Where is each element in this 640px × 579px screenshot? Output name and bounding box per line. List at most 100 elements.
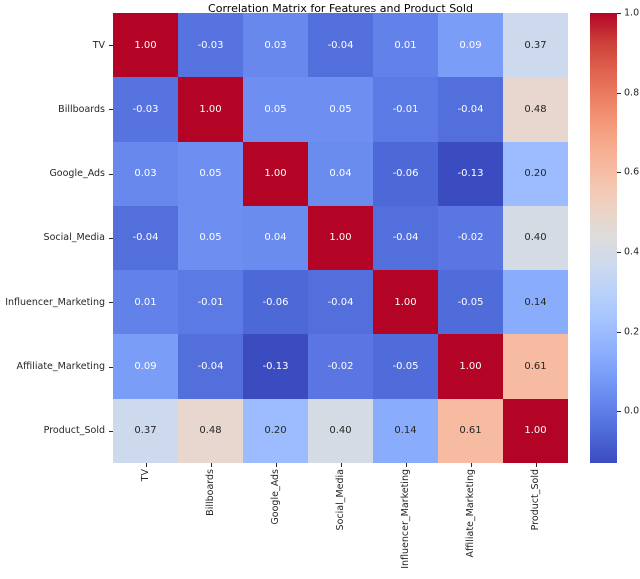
x-tick-mark [340, 463, 342, 467]
y-axis-label: Affiliate_Marketing [16, 361, 105, 373]
colorbar-tick-mark [617, 92, 621, 94]
x-axis-label: Influencer_Marketing [400, 469, 411, 569]
heatmap-cell: -0.04 [438, 77, 503, 142]
heatmap-cell: 0.20 [243, 398, 308, 463]
heatmap-cell: 0.40 [308, 398, 373, 463]
heatmap-cell: -0.05 [438, 270, 503, 335]
heatmap-cell: -0.04 [178, 334, 243, 399]
heatmap-cell: 1.00 [373, 270, 438, 335]
heatmap-cell: 0.40 [503, 205, 568, 271]
y-axis-label: Influencer_Marketing [5, 296, 105, 308]
heatmap-cell: -0.06 [243, 270, 308, 335]
x-axis-labels: TV Billboards Google_Ads Social_Media Influe… [113, 469, 568, 569]
colorbar-tick-mark [617, 13, 621, 14]
heatmap-cell: 0.05 [178, 141, 243, 206]
x-axis-label: Affiliate_Marketing [465, 469, 476, 558]
colorbar-gradient [590, 13, 617, 463]
heatmap-cell: 0.01 [373, 13, 438, 78]
x-tick-mark [275, 463, 277, 467]
heatmap-cell: -0.04 [373, 205, 438, 271]
heatmap-cell: 0.14 [503, 270, 568, 335]
heatmap-cell: 0.14 [373, 398, 438, 463]
heatmap-cell: 1.00 [308, 205, 373, 271]
heatmap-cell: 0.48 [503, 77, 568, 142]
y-axis-label: Social_Media [43, 232, 105, 244]
y-axis-label: Google_Ads [49, 168, 105, 180]
heatmap-cell: 0.03 [113, 141, 178, 206]
heatmap-grid: 1.00 -0.03 0.03 -0.04 0.01 0.09 0.37 -0.03 1.00 0… [113, 13, 568, 463]
heatmap-cell: -0.03 [178, 13, 243, 78]
y-tick-mark [109, 238, 113, 239]
colorbar-tick-label: 0.0 [624, 405, 640, 417]
y-axis-label: TV [92, 39, 105, 51]
heatmap-cell: 1.00 [438, 334, 503, 399]
heatmap-cell: -0.04 [113, 205, 178, 271]
y-axis-label: Product_Sold [43, 425, 105, 437]
heatmap-cell: -0.02 [308, 334, 373, 399]
colorbar-tick-mark [617, 331, 621, 333]
heatmap-cell: 0.37 [503, 13, 568, 78]
colorbar-tick-mark [617, 411, 621, 413]
x-axis-label-cell: Product_Sold [503, 469, 568, 569]
x-tick-mark [145, 463, 147, 467]
heatmap-cell: -0.13 [243, 334, 308, 399]
x-axis-label: Billboards [205, 469, 216, 516]
heatmap-cell: 0.05 [308, 77, 373, 142]
x-axis-label: Product_Sold [530, 469, 541, 531]
x-tick-mark [470, 463, 472, 467]
x-axis-label-cell: Google_Ads [243, 469, 308, 569]
y-tick-mark [109, 173, 113, 175]
heatmap-cell: 0.03 [243, 13, 308, 78]
x-axis-label-cell: Social_Media [308, 469, 373, 569]
heatmap-cell: 0.61 [438, 398, 503, 463]
heatmap-cell: -0.02 [438, 205, 503, 271]
heatmap-cell: 0.48 [178, 398, 243, 463]
y-tick-mark [109, 302, 113, 304]
heatmap-cell: 0.61 [503, 334, 568, 399]
heatmap-cell: -0.01 [373, 77, 438, 142]
y-axis-label: Billboards [58, 103, 105, 115]
heatmap-cell: 0.09 [113, 334, 178, 399]
heatmap-cell: -0.03 [113, 77, 178, 142]
heatmap-cell: 1.00 [178, 77, 243, 142]
heatmap-cell: 0.01 [113, 270, 178, 335]
heatmap-cell: 0.05 [178, 205, 243, 271]
y-tick-mark [109, 430, 113, 432]
heatmap-cell: -0.05 [373, 334, 438, 399]
heatmap-cell: -0.04 [308, 270, 373, 335]
x-axis-label-cell: Affiliate_Marketing [438, 469, 503, 569]
heatmap-cell: 0.05 [243, 77, 308, 142]
colorbar-tick-mark [617, 251, 621, 253]
heatmap-cell: -0.04 [308, 13, 373, 78]
colorbar-tick-mark [617, 172, 621, 174]
heatmap-cell: -0.13 [438, 141, 503, 206]
colorbar-tick-label: 0.6 [624, 166, 640, 178]
heatmap-cell: 0.04 [308, 141, 373, 206]
y-tick-mark [109, 366, 113, 368]
x-axis-label-cell: Influencer_Marketing [373, 469, 438, 569]
chart-title: Correlation Matrix for Features and Prod… [208, 2, 473, 15]
y-tick-mark [109, 109, 113, 111]
x-axis-label: Google_Ads [270, 469, 281, 525]
heatmap-cell: 0.09 [438, 13, 503, 78]
x-tick-mark [535, 463, 537, 467]
colorbar-tick-label: 0.8 [624, 87, 640, 99]
heatmap-cell: 0.20 [503, 141, 568, 206]
heatmap-cell: 0.37 [113, 398, 178, 463]
heatmap-cell: 0.04 [243, 205, 308, 271]
x-axis-label: Social_Media [335, 469, 346, 531]
x-axis-label-cell: Billboards [178, 469, 243, 569]
y-tick-mark [109, 45, 113, 47]
heatmap-cell: 1.00 [113, 13, 178, 78]
heatmap-cell: 1.00 [503, 398, 568, 463]
x-tick-mark [210, 463, 212, 467]
colorbar-tick-label: 1.0 [624, 7, 640, 19]
colorbar-tick-label: 0.4 [624, 246, 640, 258]
colorbar-tick-label: 0.2 [624, 326, 640, 338]
x-axis-label-cell: TV [113, 469, 178, 569]
heatmap-cell: 1.00 [243, 141, 308, 206]
x-axis-label: TV [140, 469, 151, 482]
y-axis-labels: TV Billboards Google_Ads Social_Media Influe… [0, 13, 105, 463]
heatmap-cell: -0.06 [373, 141, 438, 206]
